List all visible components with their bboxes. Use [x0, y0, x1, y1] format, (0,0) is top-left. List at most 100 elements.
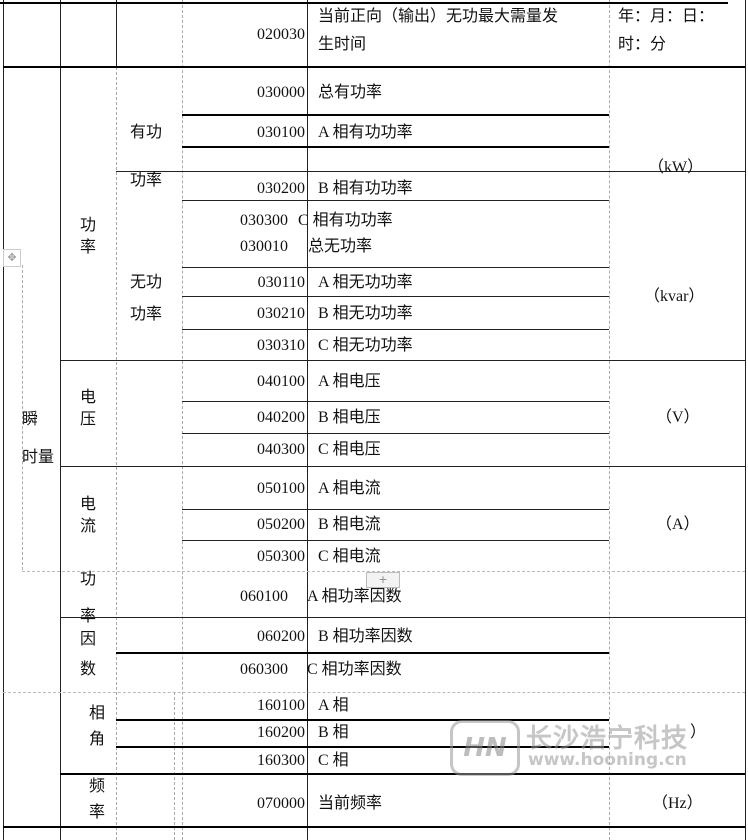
code: 030200	[257, 180, 305, 197]
col-line	[174, 692, 175, 840]
logo-mark: HN	[450, 720, 520, 776]
col-line	[60, 0, 61, 840]
desc: 总无功率	[308, 238, 373, 255]
unit: （kvar）	[644, 288, 705, 305]
watermark-logo: HN 长沙浩宁科技 www.hooning.cn	[450, 718, 700, 776]
rule	[116, 719, 609, 721]
desc: B 相无功功率	[318, 305, 413, 322]
rule	[182, 200, 609, 201]
move-icon[interactable]: ✥	[3, 249, 21, 267]
desc: C 相	[318, 752, 349, 769]
code: 040300	[257, 441, 305, 458]
rule	[182, 509, 609, 510]
rule	[182, 146, 609, 148]
rule	[182, 267, 609, 268]
subcategory-label: 功率	[130, 172, 163, 189]
category-label: 角	[89, 731, 106, 748]
rule	[3, 826, 745, 828]
border	[3, 0, 4, 840]
code: 030010	[240, 238, 288, 255]
rule	[182, 401, 609, 402]
col-line	[307, 0, 308, 840]
code: 050200	[257, 516, 305, 533]
desc: B 相功率因数	[318, 628, 413, 645]
border	[745, 0, 746, 840]
rule	[60, 360, 745, 361]
code: 040200	[257, 409, 305, 426]
rule	[3, 692, 745, 693]
code: 060200	[257, 628, 305, 645]
category-label: 频	[89, 778, 106, 795]
category-label: 功	[80, 217, 97, 234]
category-label: 电	[80, 496, 97, 513]
desc: A 相电压	[318, 373, 381, 390]
subcategory-label: 功率	[130, 306, 163, 323]
rule	[116, 746, 609, 748]
code: 040100	[257, 373, 305, 390]
code: 030300	[240, 212, 288, 229]
category-label: 率	[80, 608, 97, 625]
desc: A 相有功功率	[318, 124, 413, 141]
desc: C 相电流	[318, 548, 381, 565]
category-label: 率	[80, 239, 97, 256]
subcategory-label: 有功	[130, 124, 163, 141]
desc: A 相功率因数	[307, 588, 402, 605]
rule	[0, 2, 728, 4]
rule	[182, 540, 609, 541]
category-label: 率	[89, 804, 106, 821]
unit: （A）	[656, 516, 700, 533]
col-line	[609, 0, 610, 840]
desc: B 相有功功率	[318, 180, 413, 197]
rule	[182, 433, 609, 434]
watermark-url: www.hooning.cn	[528, 750, 687, 770]
code: 030000	[257, 84, 305, 101]
col-line	[116, 0, 117, 67]
desc: A 相无功功率	[318, 274, 413, 291]
code: 060300	[240, 661, 288, 678]
desc: A 相	[318, 697, 349, 714]
category-label: 数	[80, 661, 97, 678]
code: 060100	[240, 588, 288, 605]
rule	[60, 617, 745, 618]
category-label: 相	[89, 705, 106, 722]
rule	[116, 171, 745, 172]
rule	[182, 296, 609, 297]
unit: ）	[690, 724, 707, 741]
rule	[22, 571, 745, 572]
desc: 生时间	[318, 36, 367, 53]
unit: 时：分	[618, 36, 667, 53]
desc: B 相	[318, 724, 349, 741]
col-line	[22, 265, 23, 570]
rule	[182, 114, 609, 116]
rule	[60, 773, 745, 775]
desc: B 相电压	[318, 409, 381, 426]
category-label: 电	[80, 389, 97, 406]
category-label: 功	[80, 571, 97, 588]
plus-icon[interactable]: +	[366, 572, 400, 588]
code: 160100	[257, 697, 305, 714]
rule	[116, 652, 609, 654]
desc: C 相无功功率	[318, 337, 413, 354]
subcategory-label: 无功	[130, 274, 163, 291]
code: 160300	[257, 752, 305, 769]
desc: B 相电流	[318, 516, 381, 533]
category-label: 因	[80, 631, 97, 648]
desc: A 相电流	[318, 480, 381, 497]
desc: C 相有功功率	[298, 212, 393, 229]
code: 050100	[257, 480, 305, 497]
unit: （V）	[656, 409, 700, 426]
desc: C 相功率因数	[307, 661, 402, 678]
code: 030210	[257, 305, 305, 322]
unit: （kW）	[648, 159, 704, 176]
code: 050300	[257, 548, 305, 565]
code: 160200	[257, 724, 305, 741]
rule	[182, 329, 609, 330]
watermark-name: 长沙浩宁科技	[526, 724, 689, 754]
code: 070000	[257, 795, 305, 812]
category-label: 瞬	[22, 411, 39, 428]
category-label: 时量	[22, 449, 55, 466]
code: 020030	[257, 26, 305, 43]
category-label: 流	[80, 518, 97, 535]
desc: 当前正向（输出）无功最大需量发	[318, 8, 559, 25]
